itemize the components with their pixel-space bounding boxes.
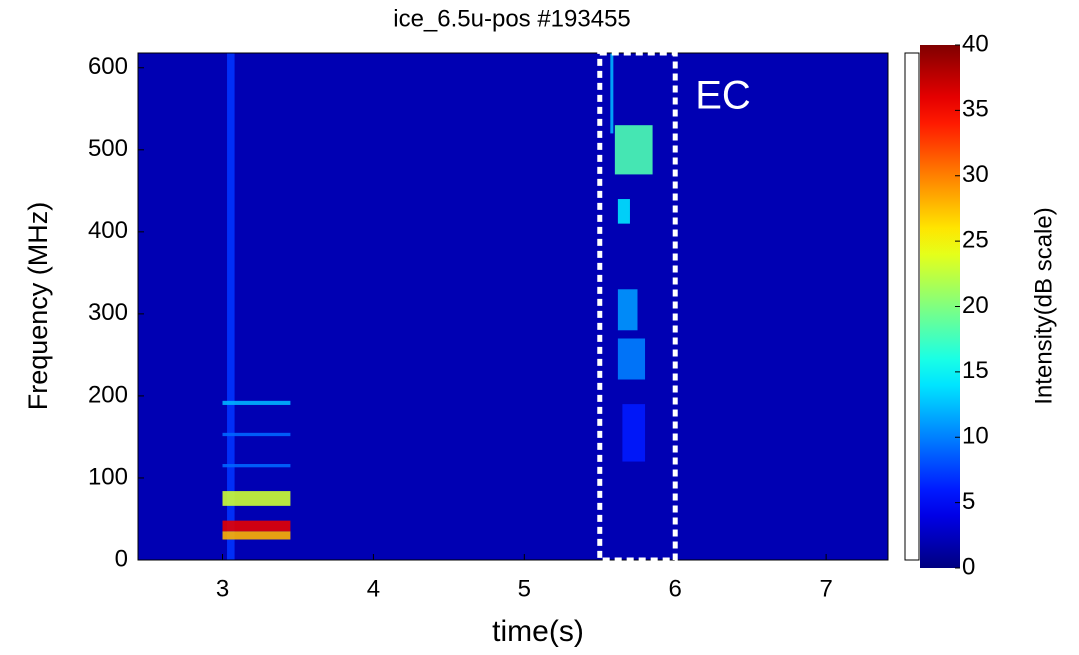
- spectral-feature: [222, 432, 291, 437]
- y-tick-label: 400: [88, 217, 128, 244]
- x-axis-label: time(s): [492, 615, 584, 648]
- chart-title: ice_6.5u-pos #193455: [393, 5, 631, 32]
- colorbar-tick-label: 15: [962, 357, 989, 384]
- spectral-feature: [614, 125, 653, 175]
- plot-background: [138, 53, 888, 560]
- spectral-feature: [222, 520, 291, 532]
- spectral-feature: [617, 289, 638, 331]
- y-tick-label: 500: [88, 135, 128, 162]
- colorbar-label: Intensity(dB scale): [1030, 207, 1057, 404]
- spectral-feature: [222, 491, 291, 506]
- spectral-feature: [222, 464, 291, 468]
- spectral-feature: [617, 338, 646, 380]
- colorbar-axis-strip: [904, 52, 920, 561]
- y-tick-label: 600: [88, 53, 128, 80]
- colorbar-tick-label: 0: [962, 553, 975, 580]
- colorbar-tick-label: 10: [962, 423, 989, 450]
- colorbar-tick-label: 20: [962, 292, 989, 319]
- spectral-feature: [222, 531, 291, 540]
- plot-frame: [137, 52, 889, 561]
- x-tick-label: 6: [669, 575, 682, 602]
- y-tick-label: 200: [88, 381, 128, 408]
- x-tick-label: 3: [216, 575, 229, 602]
- colorbar-tick-label: 5: [962, 488, 975, 515]
- highlight-label: EC: [695, 74, 751, 118]
- y-tick-label: 100: [88, 463, 128, 490]
- y-tick-label: 0: [115, 545, 128, 572]
- colorbar-tick-label: 35: [962, 96, 989, 123]
- colorbar: [920, 45, 960, 568]
- spectral-feature: [610, 53, 614, 134]
- spectral-feature: [227, 53, 235, 560]
- x-tick-label: 5: [518, 575, 531, 602]
- spectral-feature: [617, 199, 630, 224]
- colorbar-tick-label: 30: [962, 161, 989, 188]
- x-tick-label: 7: [819, 575, 832, 602]
- colorbar-tick-label: 40: [962, 30, 989, 57]
- spectral-feature: [622, 404, 646, 462]
- colorbar-tick-label: 25: [962, 226, 989, 253]
- highlight-box: [597, 50, 678, 563]
- y-axis-label: Frequency (MHz): [23, 202, 53, 411]
- x-tick-label: 4: [367, 575, 380, 602]
- y-tick-label: 300: [88, 299, 128, 326]
- spectral-feature: [222, 400, 291, 405]
